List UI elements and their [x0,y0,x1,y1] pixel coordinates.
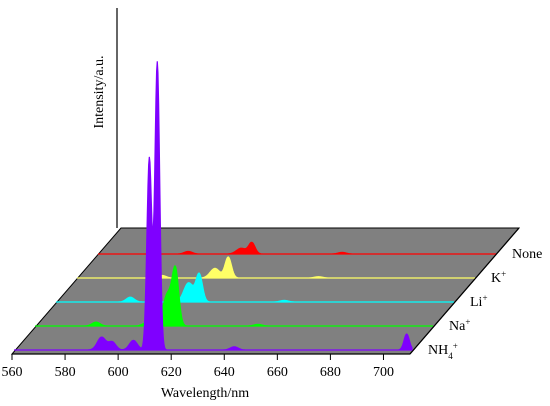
series-layer [14,61,496,351]
floor-plane [10,227,521,355]
series-trace-1 [77,256,475,279]
x-tick-label-3: 620 [161,365,182,380]
x-tick-label-1: 580 [55,365,76,380]
x-tick-label-2: 600 [108,365,129,380]
series-trace-2 [56,272,454,303]
x-tick-label-7: 700 [373,365,394,380]
series-trace-3 [35,264,433,327]
axes: 560 580 600 620 640 660 680 700 [2,8,520,380]
series-trace-4 [14,61,413,351]
x-tick-label-5: 660 [267,365,288,380]
series-label-2: Li+ [470,293,488,310]
series-label-0: None [512,247,542,262]
chart-floor [10,227,521,355]
series-trace-0 [98,241,496,255]
x-axis-label: Wavelength/nm [161,386,249,401]
y-axis-label: Intensity/a.u. [92,55,107,128]
series-label-4: NH4+ [428,341,458,361]
series-label-3: Na+ [449,317,470,334]
depth-axis-line [409,227,520,355]
x-tick-label-0: 560 [2,365,23,380]
series-label-1: K+ [491,269,506,286]
x-tick-label-4: 640 [214,365,235,380]
x-tick-label-6: 680 [320,365,341,380]
